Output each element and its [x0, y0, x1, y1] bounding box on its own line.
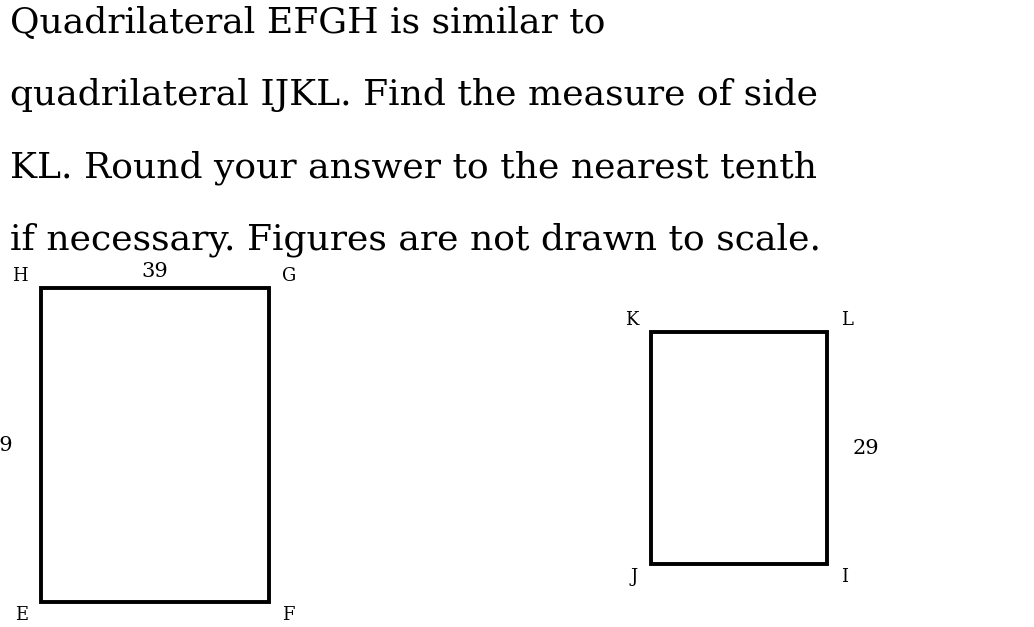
Bar — [41, 288, 269, 602]
Text: K: K — [625, 310, 638, 329]
Text: 29: 29 — [853, 439, 880, 458]
Text: 39: 39 — [142, 262, 169, 281]
Text: quadrilateral IJKL. Find the measure of side: quadrilateral IJKL. Find the measure of … — [10, 78, 818, 112]
Text: E: E — [14, 606, 28, 624]
Text: H: H — [12, 266, 28, 285]
Bar — [651, 332, 827, 564]
Text: if necessary. Figures are not drawn to scale.: if necessary. Figures are not drawn to s… — [10, 223, 821, 257]
Text: KL. Round your answer to the nearest tenth: KL. Round your answer to the nearest ten… — [10, 150, 817, 185]
Text: I: I — [841, 568, 848, 586]
Text: G: G — [282, 266, 297, 285]
Text: 59: 59 — [0, 436, 12, 455]
Text: J: J — [631, 568, 638, 586]
Text: L: L — [841, 310, 852, 329]
Text: F: F — [282, 606, 295, 624]
Text: Quadrilateral EFGH is similar to: Quadrilateral EFGH is similar to — [10, 6, 606, 40]
